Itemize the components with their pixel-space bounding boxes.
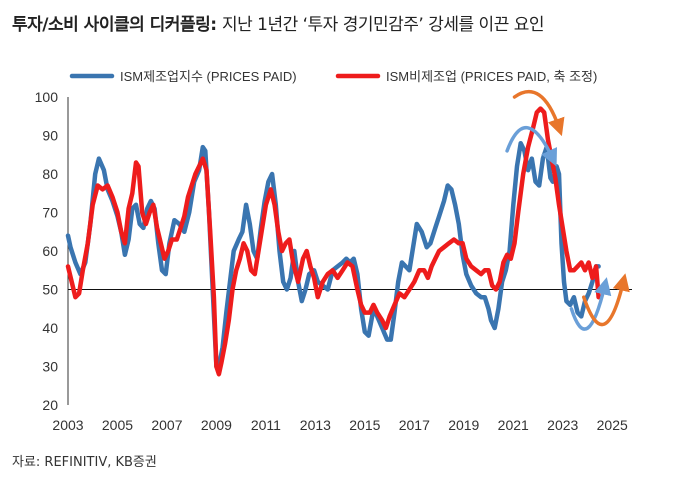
series-layer <box>65 106 601 377</box>
x-tick-label: 2013 <box>300 417 331 433</box>
title-main: 투자/소비 사이클의 디커플링: <box>12 15 217 35</box>
x-tick-label: 2011 <box>251 417 281 433</box>
x-tick-label: 2023 <box>547 417 578 433</box>
axis-layer: 20 30 40 50 60 70 80 90 100 2003 2005 2007 2009 2011 2… <box>35 89 632 433</box>
y-tick-label: 90 <box>42 128 58 144</box>
y-tick-label: 40 <box>42 320 58 336</box>
series-line-ism-manufacturing <box>65 140 601 369</box>
blue-arrow-peak <box>505 126 558 167</box>
x-tick-label: 2019 <box>448 417 479 433</box>
legend-label-2: ISM비제조업 (PRICES PAID, 축 조정) <box>386 69 597 84</box>
title-sub: 지난 1년간 ‘투자 경기민감주’ 강세를 이끈 요인 <box>221 15 545 35</box>
source-note: 자료: REFINITIV, KB증권 <box>12 455 157 470</box>
x-tick-label: 2021 <box>498 417 529 433</box>
arrow-layer <box>505 90 630 331</box>
y-tick-label: 60 <box>42 243 58 259</box>
x-tick-label: 2005 <box>102 417 133 433</box>
y-tick-label: 100 <box>35 89 59 105</box>
y-tick-label: 80 <box>42 166 58 182</box>
x-tick-label: 2009 <box>201 417 232 433</box>
x-tick-label: 2015 <box>349 417 380 433</box>
chart-title: 투자/소비 사이클의 디커플링: 지난 1년간 ‘투자 경기민감주’ 강세를 이… <box>12 10 545 35</box>
y-tick-label: 50 <box>42 282 58 298</box>
x-tick-label: 2003 <box>52 417 83 433</box>
orange-arrow-trough <box>582 273 630 327</box>
series-line-ism-services <box>65 106 601 377</box>
x-tick-label: 2025 <box>597 417 628 433</box>
legend: ISM제조업지수 (PRICES PAID) ISM비제조업 (PRICES PA… <box>69 69 597 84</box>
orange-arrow-peak <box>512 90 565 137</box>
x-tick-label: 2007 <box>151 417 182 433</box>
y-tick-label: 70 <box>42 205 58 221</box>
x-tick-label: 2017 <box>399 417 430 433</box>
y-tick-label: 20 <box>42 397 58 413</box>
y-tick-label: 30 <box>42 359 58 375</box>
legend-label-1: ISM제조업지수 (PRICES PAID) <box>120 69 297 84</box>
blue-arrow-trough <box>569 277 612 331</box>
